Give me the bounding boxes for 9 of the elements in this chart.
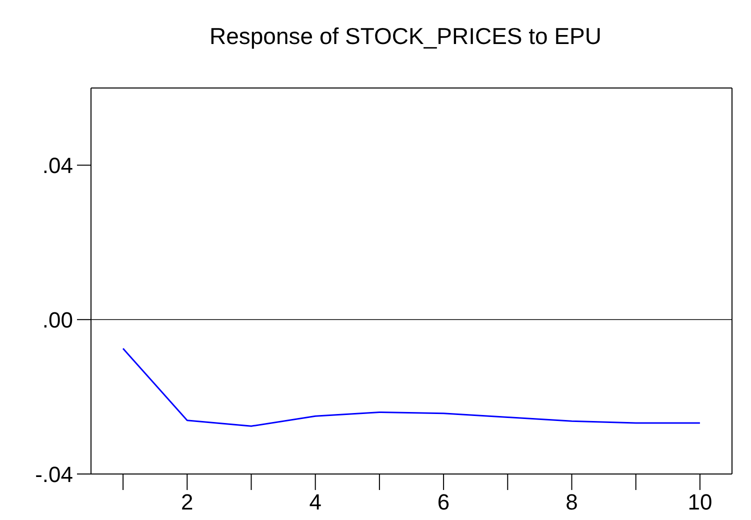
x-tick-label: 8: [566, 490, 578, 515]
y-tick-label: .04: [42, 153, 73, 178]
x-tick-label: 4: [309, 490, 322, 515]
y-tick-label: -.04: [35, 462, 73, 487]
y-tick-label: .00: [42, 307, 73, 332]
chart-title: Response of STOCK_PRICES to EPU: [208, 22, 603, 51]
x-tick-label: 10: [688, 490, 712, 515]
x-tick-label: 6: [437, 490, 450, 515]
x-tick-label: 2: [181, 490, 194, 515]
